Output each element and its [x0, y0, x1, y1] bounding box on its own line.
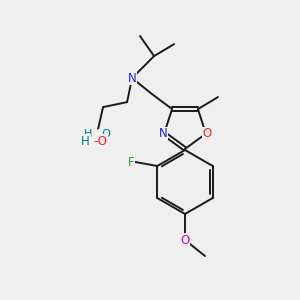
Text: H: H [81, 135, 90, 148]
Text: N: N [128, 72, 136, 85]
Text: F: F [128, 155, 135, 169]
Text: -O: -O [98, 129, 111, 139]
Text: -O: -O [93, 135, 107, 148]
Text: N: N [159, 127, 167, 140]
Text: H: H [84, 129, 92, 139]
Text: O: O [202, 127, 212, 140]
Text: O: O [180, 233, 190, 247]
